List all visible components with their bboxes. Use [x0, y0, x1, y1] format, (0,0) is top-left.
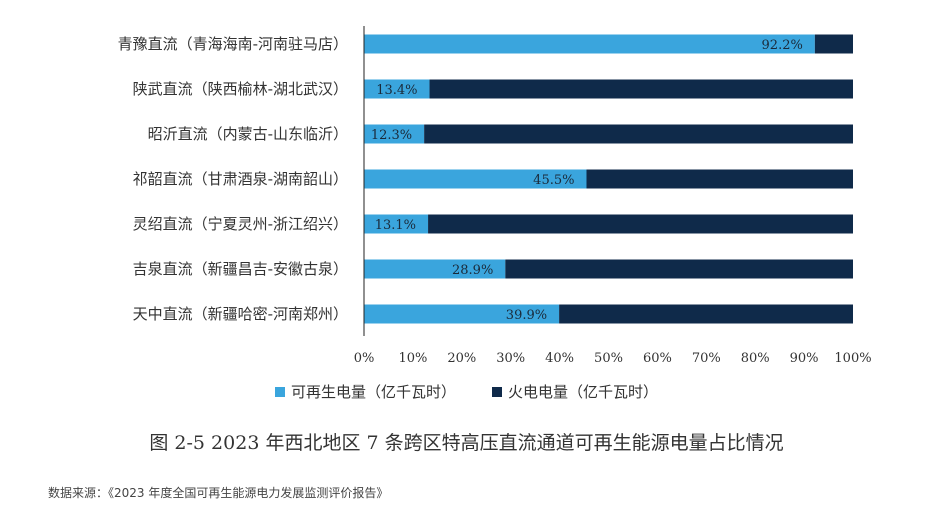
category-label: 灵绍直流（宁夏灵州-浙江绍兴） [133, 215, 348, 233]
figure-caption: 图 2-5 2023 年西北地区 7 条跨区特高压直流通道可再生能源电量占比情况 [149, 432, 784, 454]
x-tick-label: 0% [354, 351, 375, 366]
legend: 可再生电量（亿千瓦时） 火电电量（亿千瓦时） [0, 381, 933, 402]
bar-thermal [814, 34, 853, 54]
data-source-note: 数据来源：《2023 年度全国可再生能源电力发展监测评价报告》 [48, 486, 389, 500]
bar-thermal [429, 79, 853, 99]
x-tick-label: 60% [643, 351, 672, 366]
bar-thermal [505, 259, 853, 279]
legend-swatch-thermal [492, 386, 502, 397]
bar-renewable [364, 169, 587, 189]
data-label: 45.5% [533, 173, 574, 188]
x-tick-label: 10% [398, 351, 427, 366]
category-label: 青豫直流（青海海南-河南驻马店） [118, 35, 348, 53]
bar-renewable [364, 79, 430, 99]
data-label: 12.3% [371, 128, 412, 143]
bar-renewable [364, 304, 560, 324]
data-label: 13.4% [376, 83, 417, 98]
x-tick-label: 90% [790, 351, 819, 366]
data-label: 28.9% [452, 263, 493, 278]
x-tick-label: 100% [834, 351, 871, 366]
category-label: 陕武直流（陕西榆林-湖北武汉） [133, 80, 348, 98]
category-label: 祁韶直流（甘肃酒泉-湖南韶山） [133, 170, 348, 188]
bar-thermal [424, 124, 853, 144]
legend-label-thermal: 火电电量（亿千瓦时） [508, 383, 659, 401]
bar-renewable [364, 214, 429, 234]
bar-thermal [559, 304, 853, 324]
x-tick-label: 40% [545, 351, 574, 366]
category-label: 吉泉直流（新疆昌吉-安徽古泉） [133, 260, 348, 278]
category-label: 昭沂直流（内蒙古-山东临沂） [148, 125, 348, 143]
legend-item-thermal: 火电电量（亿千瓦时） [492, 381, 658, 402]
category-label: 天中直流（新疆哈密-河南郑州） [133, 305, 348, 323]
bar-renewable [364, 124, 425, 144]
bar-thermal [586, 169, 853, 189]
legend-item-renewable: 可再生电量（亿千瓦时） [274, 381, 456, 402]
bar-renewable [364, 259, 506, 279]
legend-label-renewable: 可再生电量（亿千瓦时） [290, 383, 456, 401]
bar-thermal [428, 214, 853, 234]
x-tick-label: 70% [692, 351, 721, 366]
data-label: 39.9% [506, 308, 547, 323]
data-label: 92.2% [762, 38, 803, 53]
x-tick-label: 20% [447, 351, 476, 366]
x-tick-label: 50% [594, 351, 623, 366]
x-tick-label: 80% [741, 351, 770, 366]
legend-swatch-renewable [274, 386, 285, 397]
stacked-bar-chart: 青豫直流（青海海南-河南驻马店） 92.2% 陕武直流（陕西榆林-湖北武汉） 13.4… [118, 26, 872, 366]
bar-renewable [364, 34, 815, 54]
x-tick-label: 30% [496, 351, 525, 366]
data-label: 13.1% [375, 218, 416, 233]
